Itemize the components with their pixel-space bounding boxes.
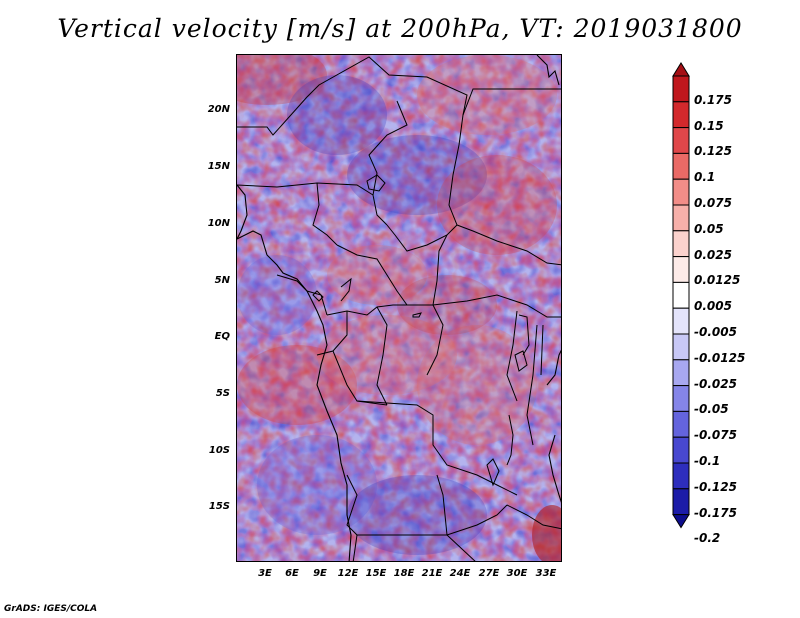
colorbar-box [672, 462, 690, 490]
colorbar-bottom-triangle [672, 514, 690, 529]
colorbar-label: -0.175 [694, 505, 737, 520]
colorbar-box [672, 204, 690, 232]
lon-label-12e: 12E [337, 568, 359, 579]
colorbar-box [672, 281, 690, 309]
lon-label-33e: 33E [535, 568, 557, 579]
field-tint [237, 345, 357, 425]
field-tint [327, 245, 427, 305]
lat-label-20n: 20N [207, 104, 230, 115]
map-title: Vertical velocity [m/s] at 200hPa, VT: 2… [57, 14, 743, 43]
colorbar-label: 0.125 [694, 144, 732, 159]
colorbar-label: 0.1 [694, 170, 716, 185]
colorbar-box [672, 488, 690, 516]
coastline [237, 55, 561, 561]
field-tint [347, 135, 487, 215]
colorbar-label: -0.005 [694, 325, 737, 339]
field-tint [397, 275, 497, 335]
colorbar-box [672, 152, 690, 180]
colorbar-label: 0.15 [694, 118, 724, 133]
lat-label-10n: 10N [207, 218, 230, 229]
lat-label-15n: 15N [207, 161, 230, 172]
colorbar-box [672, 385, 690, 412]
colorbar-top-triangle [672, 62, 690, 77]
colorbar-box [672, 230, 690, 258]
field-tint [532, 505, 561, 561]
colorbar-box [672, 410, 690, 438]
colorbar-box [672, 436, 690, 464]
field-tint [417, 325, 537, 445]
colorbar-box [672, 178, 690, 206]
lon-label-9e: 9E [313, 568, 327, 579]
colorbar-label: -0.05 [694, 402, 729, 417]
colorbar-label: -0.025 [694, 376, 737, 391]
colorbar-box [672, 359, 690, 387]
field-tint [237, 255, 317, 335]
colorbar-label: 0.0125 [694, 273, 741, 288]
lake-outlines [366, 174, 530, 466]
field-tint [287, 75, 387, 155]
colorbar-label: -0.125 [694, 479, 737, 494]
colorbar-label: 0.005 [694, 299, 732, 314]
lat-label-10s: 10S [208, 445, 230, 456]
field-tint [417, 55, 557, 135]
lon-label-27e: 27E [478, 568, 500, 579]
vertical-velocity-field [237, 55, 561, 561]
colorbar-label: 0.175 [694, 92, 732, 107]
field-tint [347, 475, 487, 555]
colorbar-box [672, 256, 690, 283]
lat-label-5s: 5S [215, 388, 230, 399]
field-noise [237, 55, 561, 561]
colorbar-label: -0.0125 [694, 350, 746, 365]
lon-label-24e: 24E [449, 568, 471, 579]
regional-tints [237, 55, 561, 561]
lon-label-3e: 3E [258, 568, 272, 579]
field-tint [237, 55, 327, 105]
field-tint [437, 155, 557, 255]
colorbar-box [672, 75, 690, 103]
lon-label-21e: 21E [421, 568, 443, 579]
lon-label-18e: 18E [393, 568, 415, 579]
colorbar-label: -0.1 [694, 454, 721, 468]
lon-label-30e: 30E [506, 568, 528, 579]
colorbar-label: -0.075 [694, 428, 737, 443]
map-plot-area [236, 54, 562, 562]
field-tint [317, 315, 457, 395]
colorbar-label: 0.025 [694, 247, 732, 262]
colorbar-box [672, 101, 690, 129]
lon-label-15e: 15E [365, 568, 387, 579]
lon-label-6e: 6E [285, 568, 299, 579]
colorbar-box [672, 127, 690, 154]
colorbar-label: 0.05 [694, 221, 724, 236]
colorbar [672, 62, 690, 529]
colorbar-label: 0.075 [694, 196, 732, 210]
lat-label-eq: EQ [214, 331, 230, 342]
lat-label-15s: 15S [208, 501, 230, 512]
colorbar-box [672, 333, 690, 361]
colorbar-box [672, 307, 690, 335]
footer-credit: GrADS: IGES/COLA [4, 604, 98, 614]
colorbar-label: -0.2 [694, 531, 721, 546]
lat-label-5n: 5N [214, 275, 230, 286]
